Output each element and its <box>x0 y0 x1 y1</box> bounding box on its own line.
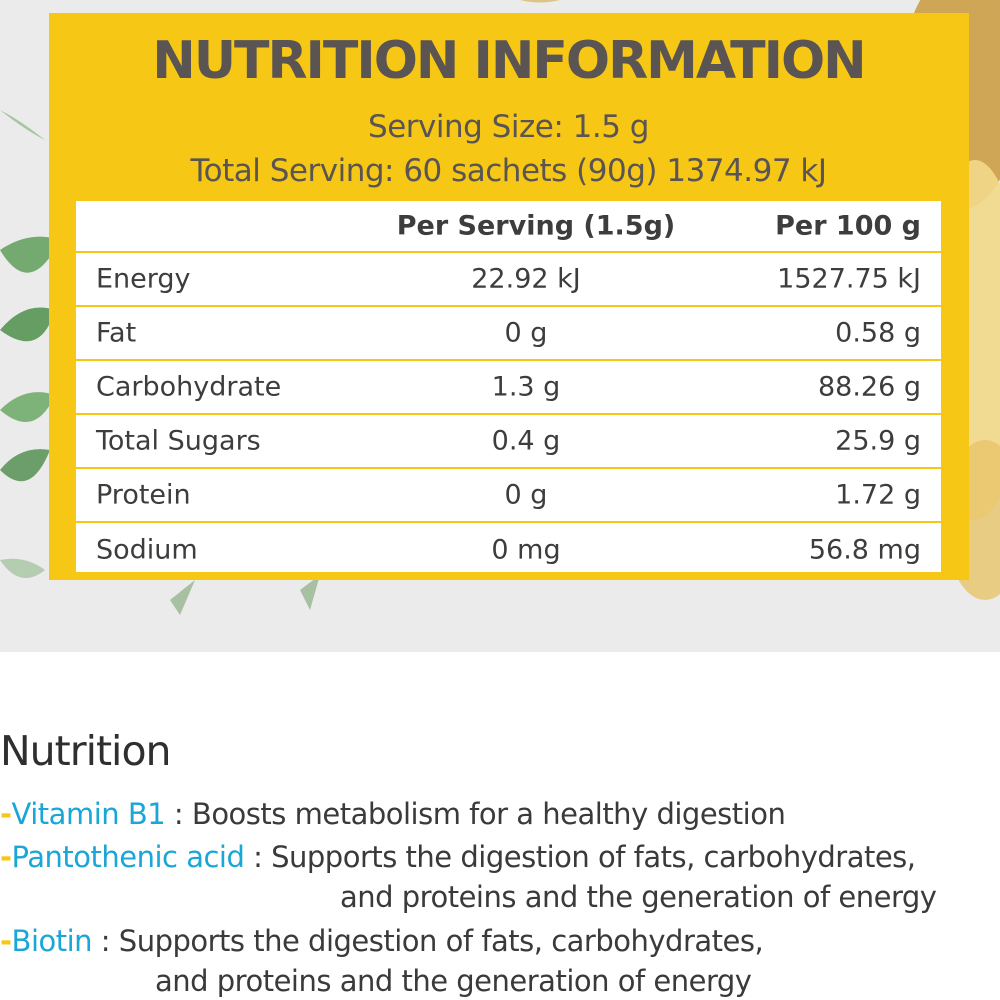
per-serving-value: 0 g <box>504 479 548 511</box>
table-row: Sodium 0 mg 56.8 mg <box>76 523 941 572</box>
nutrient-name: Energy <box>96 263 191 295</box>
nutrient-name: Sodium <box>96 534 198 566</box>
nutrition-list-item: -Pantothenic acid : Supports the digesti… <box>0 840 916 874</box>
nutrient-name: Protein <box>96 479 191 511</box>
per-100g-value: 88.26 g <box>817 371 921 403</box>
nutrient-name: Total Sugars <box>96 425 261 457</box>
list-dash: - <box>0 840 12 874</box>
table-row: Energy 22.92 kJ 1527.75 kJ <box>76 253 941 307</box>
table-row: Carbohydrate 1.3 g 88.26 g <box>76 361 941 415</box>
serving-size: Serving Size: 1.5 g <box>368 109 649 145</box>
per-100g-value: 1527.75 kJ <box>777 263 921 295</box>
per-100g-value: 56.8 mg <box>808 534 921 566</box>
separator: : <box>244 840 272 874</box>
nutrient-highlight: Pantothenic acid <box>11 840 245 874</box>
per-serving-value: 1.3 g <box>491 371 561 403</box>
nutrient-name: Fat <box>96 317 137 349</box>
table-row: Fat 0 g 0.58 g <box>76 307 941 361</box>
pineapple-leaves-illustration <box>0 110 320 615</box>
nutrient-highlight: Vitamin B1 <box>11 797 166 831</box>
separator: : <box>165 797 192 831</box>
per-serving-value: 22.92 kJ <box>471 263 581 295</box>
table-row: Total Sugars 0.4 g 25.9 g <box>76 415 941 469</box>
total-serving: Total Serving: 60 sachets (90g) 1374.97 … <box>190 153 827 189</box>
list-dash: - <box>0 797 12 831</box>
table-row: Protein 0 g 1.72 g <box>76 469 941 523</box>
per-serving-value: 0 mg <box>491 534 561 566</box>
per-100g-value: 1.72 g <box>835 479 921 511</box>
nutrient-description: Supports the digestion of fats, carbohyd… <box>271 840 916 874</box>
header-per-100g: Per 100 g <box>775 210 921 242</box>
nutrition-label-card: NUTRITION INFORMATION Serving Size: 1.5 … <box>49 13 969 580</box>
per-serving-value: 0.4 g <box>491 425 561 457</box>
nutrient-description-continued: and proteins and the generation of energ… <box>155 964 752 998</box>
nutrient-description: Boosts metabolism for a healthy digestio… <box>191 797 786 831</box>
nutrient-description: Supports the digestion of fats, carbohyd… <box>118 924 764 958</box>
nutrient-name: Carbohydrate <box>96 371 282 403</box>
per-serving-value: 0 g <box>504 317 548 349</box>
table-header-row: Per Serving (1.5g) Per 100 g <box>76 201 941 253</box>
nutrition-table: Per Serving (1.5g) Per 100 g Energy 22.9… <box>76 201 941 572</box>
per-100g-value: 25.9 g <box>835 425 921 457</box>
nutrient-description-continued: and proteins and the generation of energ… <box>340 880 937 914</box>
header-per-serving: Per Serving (1.5g) <box>396 210 676 242</box>
per-100g-value: 0.58 g <box>835 317 921 349</box>
hero-background: NUTRITION INFORMATION Serving Size: 1.5 … <box>0 0 1000 652</box>
label-title: NUTRITION INFORMATION <box>152 31 866 91</box>
nutrition-list-item: -Vitamin B1 : Boosts metabolism for a he… <box>0 797 786 831</box>
nutrition-heading: Nutrition <box>0 727 172 775</box>
list-dash: - <box>0 924 12 958</box>
nutrition-list-item: -Biotin : Supports the digestion of fats… <box>0 924 764 958</box>
separator: : <box>92 924 119 958</box>
label-header: NUTRITION INFORMATION Serving Size: 1.5 … <box>76 21 941 201</box>
nutrient-highlight: Biotin <box>11 924 93 958</box>
